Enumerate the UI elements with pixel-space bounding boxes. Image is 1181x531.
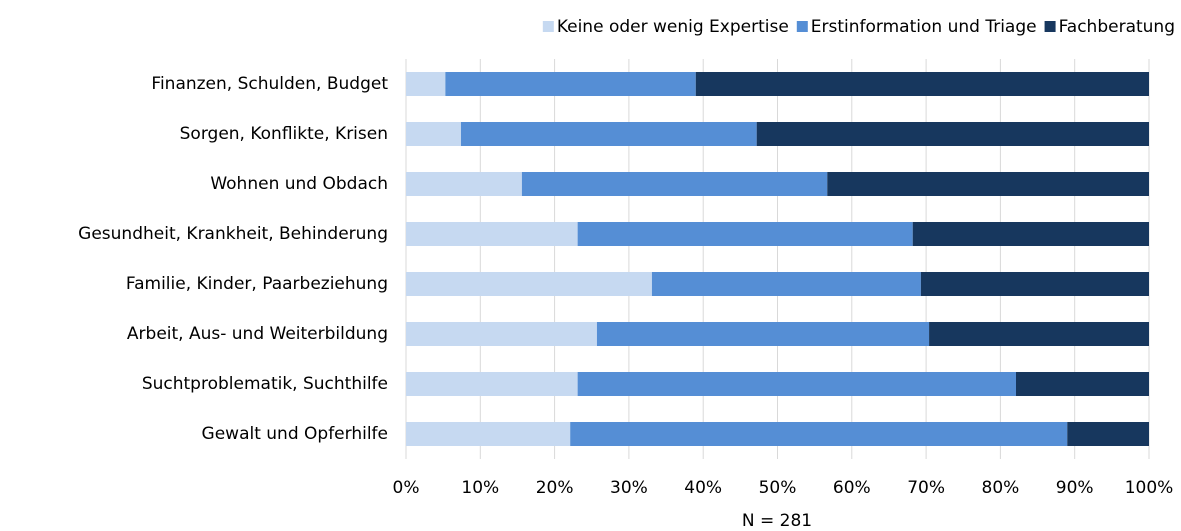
bar-segment bbox=[577, 372, 1017, 396]
x-tick-label: 70% bbox=[907, 478, 945, 498]
legend-label: Keine oder wenig Expertise bbox=[557, 17, 789, 37]
x-tick-label: 40% bbox=[684, 478, 722, 498]
legend-swatch bbox=[796, 21, 808, 32]
x-tick-label: 0% bbox=[393, 478, 420, 498]
bar-segment bbox=[912, 222, 1149, 246]
x-tick-label: 10% bbox=[461, 478, 499, 498]
bar-segment bbox=[406, 72, 446, 96]
x-tick-label: 90% bbox=[1056, 478, 1094, 498]
y-tick-label: Familie, Kinder, Paarbeziehung bbox=[126, 274, 388, 294]
bar-segment bbox=[651, 272, 921, 296]
bar-segment bbox=[521, 172, 828, 196]
bar-segment bbox=[460, 122, 757, 146]
bar-segment bbox=[695, 72, 1149, 96]
y-tick-label: Wohnen und Obdach bbox=[210, 174, 388, 194]
y-tick-label: Sorgen, Konflikte, Krisen bbox=[180, 124, 388, 144]
bar-segment bbox=[406, 172, 522, 196]
bar-segment bbox=[406, 122, 461, 146]
legend-label: Fachberatung bbox=[1059, 17, 1175, 37]
bar-segment bbox=[570, 422, 1068, 446]
x-tick-label: 100% bbox=[1125, 478, 1174, 498]
x-tick-label: 30% bbox=[610, 478, 648, 498]
y-tick-label: Finanzen, Schulden, Budget bbox=[151, 74, 388, 94]
bar-segment bbox=[1067, 422, 1149, 446]
legend-label: Erstinformation und Triage bbox=[811, 17, 1037, 37]
y-tick-label: Arbeit, Aus- und Weiterbildung bbox=[127, 324, 388, 344]
y-tick-label: Suchtproblematik, Suchthilfe bbox=[142, 374, 388, 394]
x-tick-label: 80% bbox=[982, 478, 1020, 498]
bar-segment bbox=[756, 122, 1149, 146]
bar-segment bbox=[406, 322, 597, 346]
x-axis-label: N = 281 bbox=[742, 511, 812, 531]
bar-segment bbox=[406, 372, 578, 396]
y-tick-label: Gesundheit, Krankheit, Behinderung bbox=[78, 224, 388, 244]
x-tick-label: 60% bbox=[833, 478, 871, 498]
x-tick-label: 50% bbox=[759, 478, 797, 498]
bar-segment bbox=[920, 272, 1149, 296]
bar-segment bbox=[406, 272, 652, 296]
bar-segment bbox=[577, 222, 913, 246]
bar-segment bbox=[406, 222, 578, 246]
bar-segment bbox=[445, 72, 696, 96]
bar-segment bbox=[596, 322, 930, 346]
legend-swatch bbox=[1044, 21, 1056, 32]
bar-segment bbox=[827, 172, 1149, 196]
bar-segment bbox=[406, 422, 571, 446]
bar-segment bbox=[1016, 372, 1149, 396]
legend-swatch bbox=[542, 21, 554, 32]
y-tick-label: Gewalt und Opferhilfe bbox=[202, 424, 388, 444]
x-tick-label: 20% bbox=[536, 478, 574, 498]
bar-segment bbox=[929, 322, 1149, 346]
